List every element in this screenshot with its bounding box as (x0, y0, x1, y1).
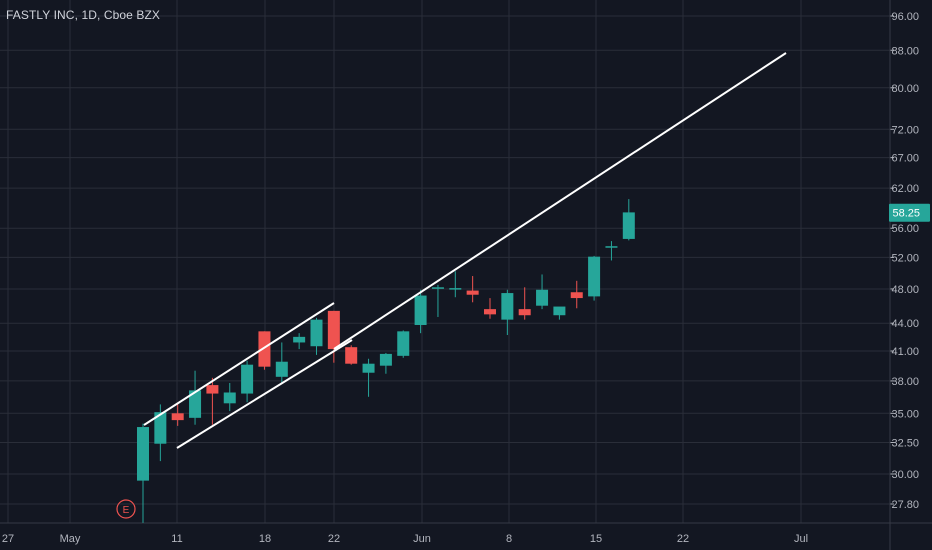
x-tick-label: 8 (506, 533, 512, 545)
candle-body (362, 363, 375, 373)
y-tick-label: 44.00 (891, 318, 919, 330)
candle-body (622, 212, 635, 239)
candle-body (605, 246, 618, 248)
y-tick-label: 88.00 (891, 45, 919, 57)
x-tick-label: 27 (2, 533, 14, 545)
y-tick-label: 62.00 (891, 183, 919, 195)
y-tick-label: 41.00 (891, 346, 919, 358)
candle-body (293, 336, 306, 343)
y-tick-label: 96.00 (891, 11, 919, 23)
candle-body (241, 364, 254, 394)
candle-body (484, 309, 496, 315)
candle-body (258, 331, 271, 367)
candle-body (536, 289, 549, 306)
candle-body (189, 390, 202, 418)
x-tick-label: 22 (328, 533, 340, 545)
candle-body (449, 288, 462, 290)
candle-body (501, 293, 514, 320)
long-trendline (333, 52, 787, 350)
x-tick-label: Jun (413, 533, 431, 545)
y-tick-label: 32.50 (891, 437, 919, 449)
x-tick-label: 15 (590, 533, 602, 545)
last-price-badge (889, 203, 930, 222)
candle-body (431, 287, 444, 289)
candle-body (327, 310, 340, 350)
candle-body (137, 427, 149, 481)
candle-body (275, 361, 288, 377)
candle-body (379, 353, 392, 366)
candle-body (414, 295, 427, 325)
y-tick-label: 67.00 (891, 153, 919, 165)
earnings-marker-circle (116, 499, 136, 519)
candle-body (553, 306, 566, 316)
candle-body (223, 392, 236, 404)
y-tick-label: 27.80 (891, 499, 919, 511)
y-tick-label: 48.00 (891, 284, 919, 296)
x-tick-label: 22 (677, 533, 689, 545)
candle-body (518, 309, 531, 316)
candle-body (206, 385, 219, 394)
candle-body (397, 331, 410, 356)
y-tick-label: 56.00 (891, 223, 919, 235)
x-tick-label: May (60, 533, 81, 545)
y-tick-label: 80.00 (891, 83, 919, 95)
candle-body (466, 290, 479, 295)
x-tick-label: 11 (171, 533, 182, 545)
y-tick-label: 72.00 (891, 124, 919, 136)
earnings-marker-label: E (123, 505, 130, 516)
x-tick-label: Jul (794, 533, 808, 545)
y-tick-label: 52.00 (891, 252, 919, 264)
channel-lower-trendline (176, 339, 353, 449)
candle-body (345, 347, 358, 364)
y-tick-label: 35.00 (891, 408, 919, 420)
candle-body (171, 413, 184, 421)
x-tick-label: 18 (259, 533, 271, 545)
candle-body (310, 319, 323, 347)
candle-body (588, 256, 601, 297)
channel-upper-trendline (143, 302, 335, 426)
y-tick-label: 30.00 (891, 469, 919, 481)
candle-body (570, 292, 583, 299)
last-price-label: 58.25 (892, 208, 920, 220)
chart-title: FASTLY INC, 1D, Cboe BZX (6, 8, 161, 22)
y-tick-label: 38.00 (891, 376, 919, 388)
candle-body (154, 412, 167, 444)
